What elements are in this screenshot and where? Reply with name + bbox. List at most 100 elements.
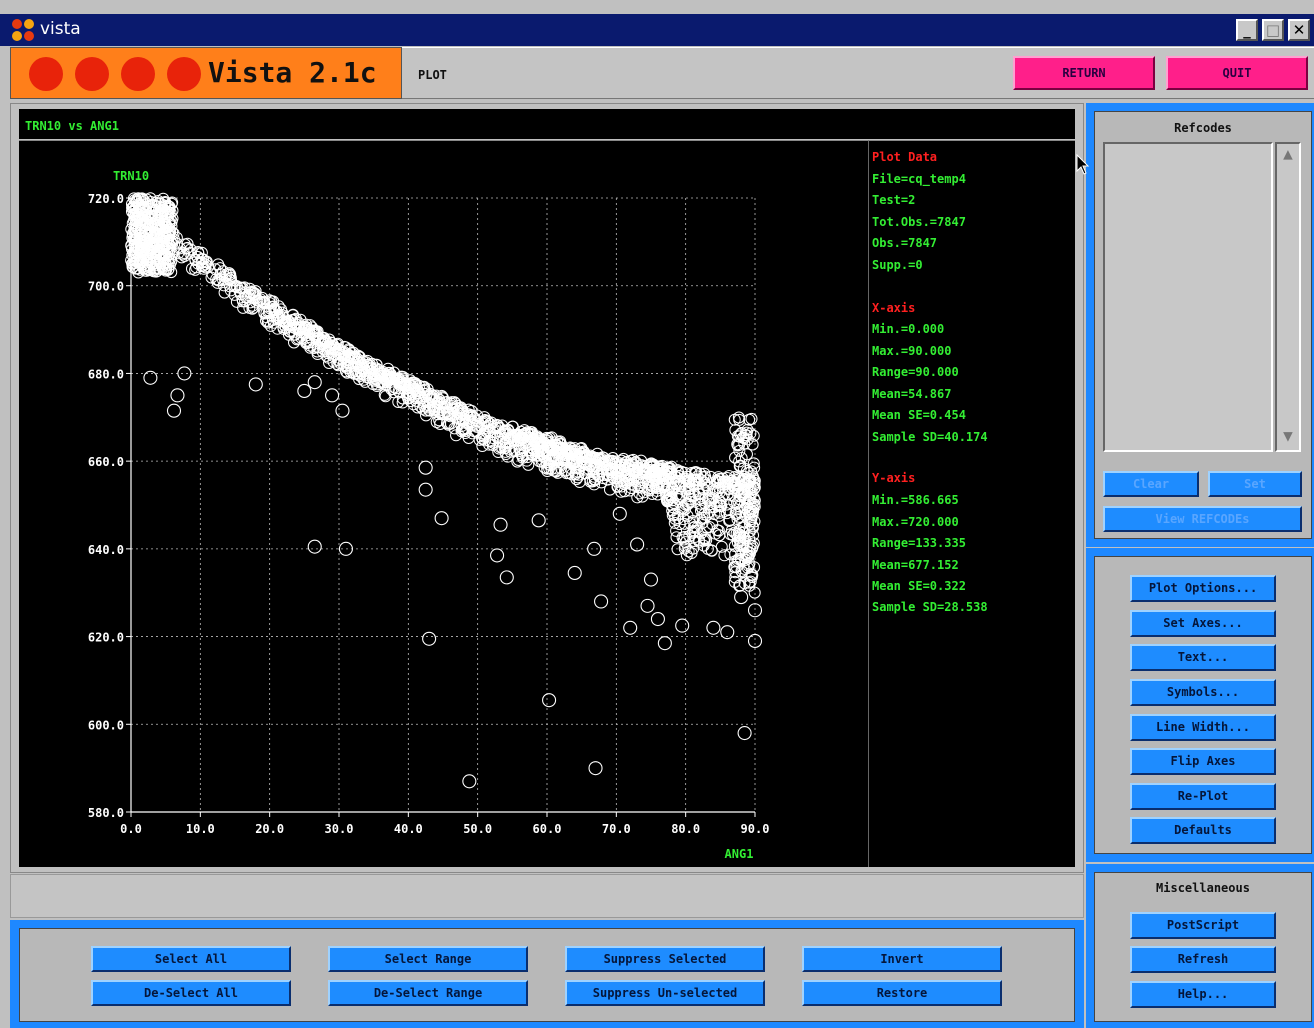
data-point xyxy=(271,322,284,335)
data-point xyxy=(223,280,236,293)
data-point xyxy=(524,426,537,439)
data-point-outlier xyxy=(542,693,557,708)
select-range-button[interactable]: Select Range xyxy=(328,946,528,972)
data-point xyxy=(163,258,176,271)
data-point xyxy=(410,394,423,407)
data-point xyxy=(511,455,524,468)
data-point xyxy=(299,320,312,333)
data-point xyxy=(577,457,590,470)
return-button[interactable]: RETURN xyxy=(1013,56,1155,90)
data-point xyxy=(553,436,566,449)
data-point xyxy=(323,357,336,370)
data-point xyxy=(295,321,308,334)
data-point xyxy=(745,486,758,499)
set-button[interactable]: Set xyxy=(1208,471,1302,497)
data-point xyxy=(565,468,578,481)
set-axes-button[interactable]: Set Axes... xyxy=(1130,610,1276,637)
view-refcodes-button[interactable]: View REFCODEs xyxy=(1103,506,1302,532)
text-button[interactable]: Text... xyxy=(1130,644,1276,671)
suppress-unselected-button[interactable]: Suppress Un-selected xyxy=(565,980,765,1006)
data-point xyxy=(230,295,243,308)
symbols-button[interactable]: Symbols... xyxy=(1130,679,1276,706)
y-tick-label: 580.0 xyxy=(88,806,124,820)
data-point xyxy=(512,437,525,450)
minimize-button[interactable]: _ xyxy=(1236,19,1258,41)
plot-area[interactable]: 0.0 10.0 20.0 30.0 40.0 50.0 60.0 70.0 80.0 90.0 5… xyxy=(19,140,869,867)
obs-info: Obs.=7847 xyxy=(872,236,938,250)
data-point xyxy=(243,301,256,314)
suppress-selected-button[interactable]: Suppress Selected xyxy=(565,946,765,972)
data-point xyxy=(166,237,179,250)
data-point xyxy=(729,477,742,490)
clear-button[interactable]: Clear xyxy=(1103,471,1199,497)
close-button[interactable]: ✕ xyxy=(1288,19,1310,41)
data-point xyxy=(738,577,751,590)
scroll-down-icon[interactable]: ▼ xyxy=(1283,426,1293,445)
data-point-outlier xyxy=(434,511,449,526)
line-width-button[interactable]: Line Width... xyxy=(1130,714,1276,741)
refresh-button[interactable]: Refresh xyxy=(1130,946,1276,973)
data-point xyxy=(640,470,653,483)
defaults-button[interactable]: Defaults xyxy=(1130,817,1276,844)
data-point xyxy=(637,464,650,477)
data-point xyxy=(224,271,237,284)
miscellaneous-heading: Miscellaneous xyxy=(1156,881,1250,895)
data-point-outlier xyxy=(720,625,735,640)
data-point xyxy=(734,535,747,548)
data-point xyxy=(189,253,202,266)
data-point-outlier xyxy=(335,403,350,418)
data-point xyxy=(379,390,392,403)
data-point xyxy=(234,281,247,294)
postscript-button[interactable]: PostScript xyxy=(1130,912,1276,939)
flip-axes-button[interactable]: Flip Axes xyxy=(1130,748,1276,775)
data-point xyxy=(708,501,721,514)
plot-data-heading: Plot Data xyxy=(872,150,938,164)
refcodes-list[interactable] xyxy=(1103,142,1273,452)
x-tick-label: 60.0 xyxy=(533,822,562,836)
data-point-outlier xyxy=(612,506,627,521)
data-point xyxy=(746,568,759,581)
data-point xyxy=(603,454,616,467)
re-plot-button[interactable]: Re-Plot xyxy=(1130,783,1276,810)
invert-button[interactable]: Invert xyxy=(802,946,1002,972)
data-point xyxy=(731,513,744,526)
app-logo-banner: Vista 2.1c xyxy=(10,47,402,99)
scroll-up-icon[interactable]: ▲ xyxy=(1283,144,1293,163)
data-point xyxy=(717,481,730,494)
data-point xyxy=(588,451,601,464)
data-point xyxy=(686,506,699,519)
data-point-outlier xyxy=(248,377,263,392)
plot-options-button[interactable]: Plot Options... xyxy=(1130,575,1276,602)
y-mean-se-info: Mean SE=0.322 xyxy=(872,579,966,593)
data-point xyxy=(670,524,683,537)
maximize-button[interactable]: □ xyxy=(1262,19,1284,41)
data-point xyxy=(443,417,456,430)
data-point xyxy=(747,457,760,470)
refcodes-scrollbar[interactable]: ▲ ▼ xyxy=(1275,142,1301,452)
data-point-outlier xyxy=(650,611,665,627)
data-point-outlier xyxy=(493,517,508,532)
data-point xyxy=(730,508,743,521)
data-point xyxy=(688,534,701,547)
scatter-chart[interactable]: 0.0 10.0 20.0 30.0 40.0 50.0 60.0 70.0 80.0 90.0 5… xyxy=(19,141,869,868)
data-point xyxy=(300,335,313,348)
data-point xyxy=(151,214,164,227)
data-point xyxy=(264,319,277,332)
data-point xyxy=(693,493,706,506)
logo-circle-icon xyxy=(167,57,201,91)
data-point xyxy=(195,260,208,273)
data-point xyxy=(341,366,354,379)
restore-button[interactable]: Restore xyxy=(802,980,1002,1006)
quit-button[interactable]: QUIT xyxy=(1166,56,1308,90)
data-point xyxy=(543,458,556,471)
deselect-all-button[interactable]: De-Select All xyxy=(91,980,291,1006)
data-point xyxy=(679,503,692,516)
x-tick-label: 90.0 xyxy=(741,822,770,836)
deselect-range-button[interactable]: De-Select Range xyxy=(328,980,528,1006)
help-button[interactable]: Help... xyxy=(1130,981,1276,1008)
select-all-button[interactable]: Select All xyxy=(91,946,291,972)
data-point-outlier xyxy=(418,460,433,475)
data-point xyxy=(292,332,305,345)
test-info: Test=2 xyxy=(872,193,916,207)
supp-info: Supp.=0 xyxy=(872,258,923,272)
